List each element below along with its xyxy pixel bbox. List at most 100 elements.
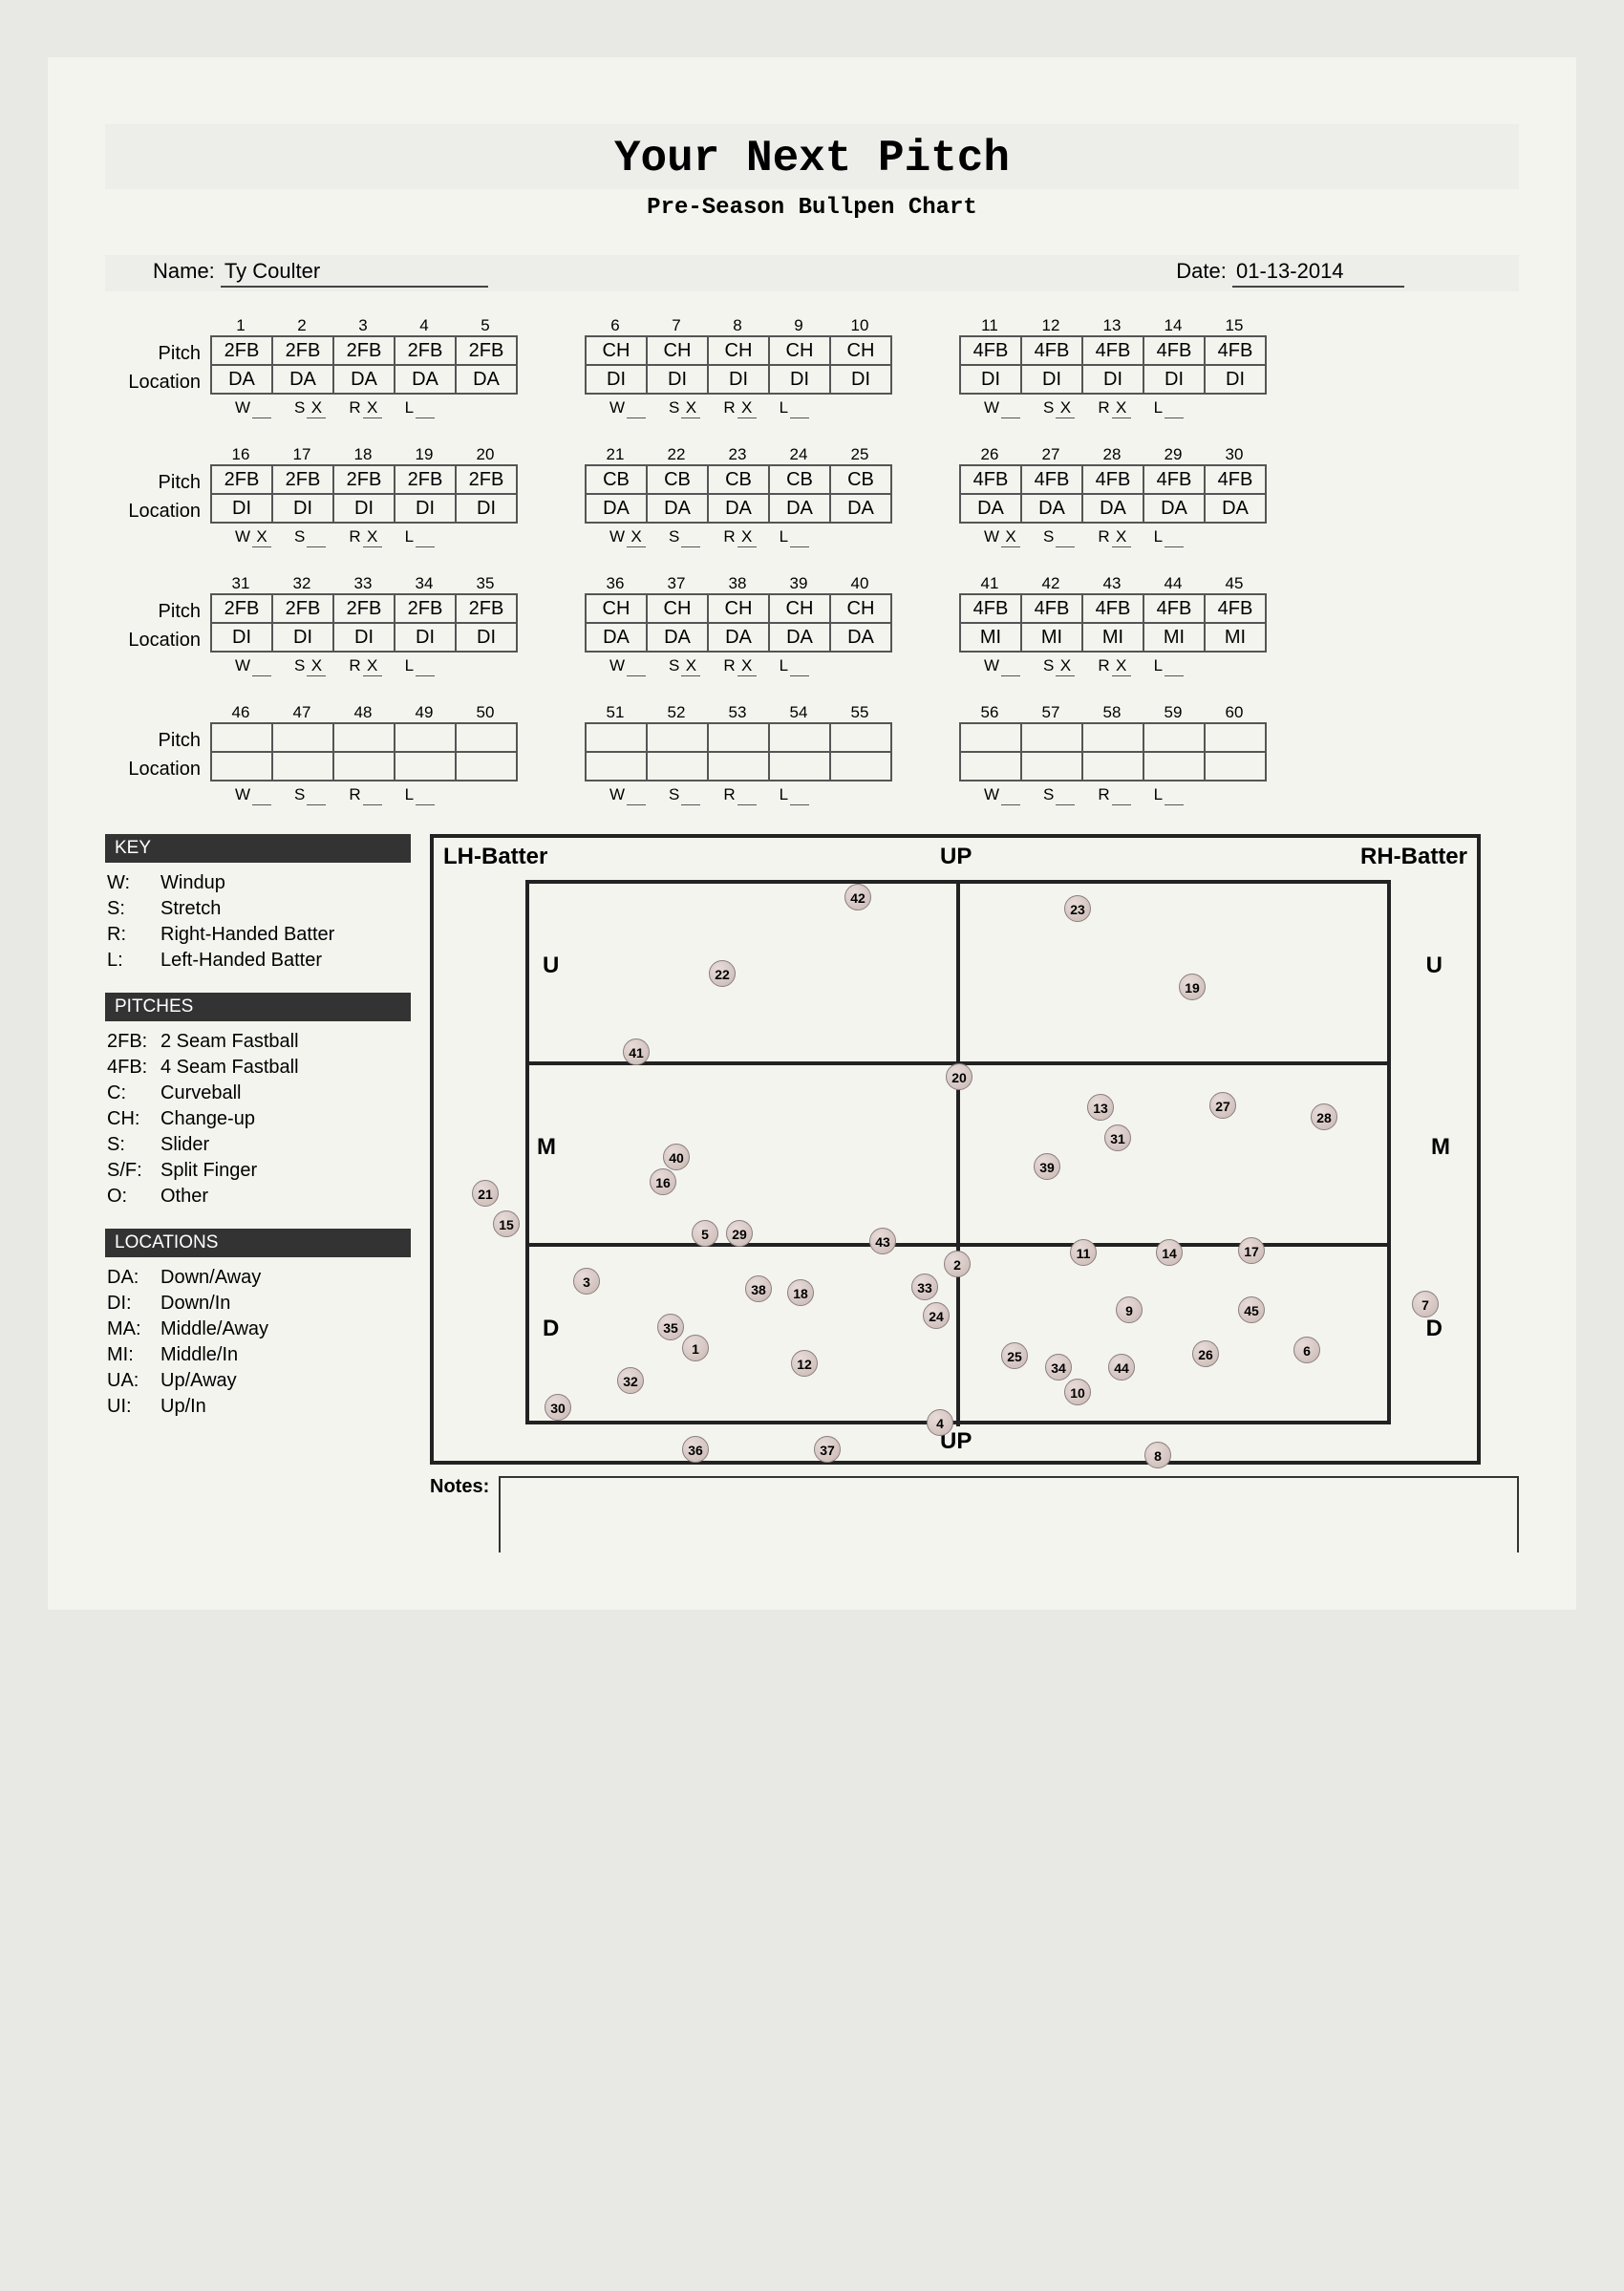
location-cell[interactable]: DA bbox=[960, 494, 1021, 523]
pitch-cell[interactable]: 4FB bbox=[1143, 465, 1205, 494]
location-cell[interactable] bbox=[586, 752, 647, 781]
pitch-cell[interactable] bbox=[830, 723, 891, 752]
pitch-cell[interactable] bbox=[586, 723, 647, 752]
location-cell[interactable]: DI bbox=[960, 365, 1021, 394]
pitch-cell[interactable]: CH bbox=[830, 336, 891, 365]
location-cell[interactable]: DI bbox=[769, 365, 830, 394]
location-cell[interactable]: DI bbox=[272, 494, 333, 523]
w-value[interactable]: X bbox=[1001, 527, 1020, 547]
s-value[interactable] bbox=[1056, 785, 1075, 805]
location-cell[interactable]: DI bbox=[211, 494, 272, 523]
location-cell[interactable] bbox=[960, 752, 1021, 781]
location-cell[interactable]: DI bbox=[395, 494, 456, 523]
location-cell[interactable] bbox=[456, 752, 517, 781]
pitch-cell[interactable]: CB bbox=[647, 465, 708, 494]
s-value[interactable] bbox=[681, 527, 700, 547]
location-cell[interactable]: DA bbox=[395, 365, 456, 394]
l-value[interactable] bbox=[416, 398, 435, 418]
pitch-cell[interactable]: 2FB bbox=[456, 465, 517, 494]
w-value[interactable] bbox=[1001, 398, 1020, 418]
location-cell[interactable] bbox=[333, 752, 395, 781]
pitch-cell[interactable]: 2FB bbox=[272, 465, 333, 494]
pitch-cell[interactable] bbox=[272, 723, 333, 752]
r-value[interactable]: X bbox=[1112, 527, 1131, 547]
pitch-cell[interactable]: 4FB bbox=[1082, 465, 1143, 494]
location-cell[interactable] bbox=[1143, 752, 1205, 781]
s-value[interactable]: X bbox=[681, 656, 700, 676]
pitch-cell[interactable]: 2FB bbox=[272, 336, 333, 365]
location-cell[interactable]: DA bbox=[769, 623, 830, 652]
location-cell[interactable]: DA bbox=[1082, 494, 1143, 523]
s-value[interactable]: X bbox=[307, 398, 326, 418]
pitch-cell[interactable]: 2FB bbox=[333, 594, 395, 623]
pitch-cell[interactable]: CB bbox=[769, 465, 830, 494]
location-cell[interactable] bbox=[1082, 752, 1143, 781]
location-cell[interactable]: DA bbox=[586, 494, 647, 523]
pitch-cell[interactable]: CB bbox=[586, 465, 647, 494]
pitch-cell[interactable]: CH bbox=[647, 336, 708, 365]
r-value[interactable]: X bbox=[737, 398, 757, 418]
r-value[interactable] bbox=[737, 785, 757, 805]
location-cell[interactable] bbox=[211, 752, 272, 781]
notes-box[interactable] bbox=[499, 1476, 1519, 1552]
location-cell[interactable] bbox=[272, 752, 333, 781]
r-value[interactable]: X bbox=[363, 398, 382, 418]
pitch-cell[interactable]: 4FB bbox=[960, 465, 1021, 494]
pitch-cell[interactable]: CH bbox=[830, 594, 891, 623]
pitch-cell[interactable]: 2FB bbox=[456, 336, 517, 365]
location-cell[interactable]: MI bbox=[1021, 623, 1082, 652]
l-value[interactable] bbox=[790, 656, 809, 676]
location-cell[interactable]: DI bbox=[211, 623, 272, 652]
location-cell[interactable]: DA bbox=[647, 494, 708, 523]
location-cell[interactable]: DA bbox=[1021, 494, 1082, 523]
pitch-cell[interactable]: CH bbox=[708, 594, 769, 623]
l-value[interactable] bbox=[790, 398, 809, 418]
pitch-cell[interactable]: 4FB bbox=[960, 594, 1021, 623]
location-cell[interactable] bbox=[647, 752, 708, 781]
pitch-cell[interactable] bbox=[1205, 723, 1266, 752]
location-cell[interactable]: MI bbox=[1205, 623, 1266, 652]
date-value[interactable]: 01-13-2014 bbox=[1232, 259, 1404, 288]
location-cell[interactable]: DI bbox=[647, 365, 708, 394]
pitch-cell[interactable] bbox=[1082, 723, 1143, 752]
pitch-cell[interactable]: CH bbox=[769, 336, 830, 365]
location-cell[interactable]: DA bbox=[586, 623, 647, 652]
l-value[interactable] bbox=[416, 785, 435, 805]
pitch-cell[interactable]: 2FB bbox=[333, 336, 395, 365]
l-value[interactable] bbox=[790, 527, 809, 547]
s-value[interactable] bbox=[1056, 527, 1075, 547]
location-cell[interactable]: DA bbox=[830, 494, 891, 523]
l-value[interactable] bbox=[1165, 656, 1184, 676]
location-cell[interactable]: MI bbox=[960, 623, 1021, 652]
location-cell[interactable]: MI bbox=[1082, 623, 1143, 652]
location-cell[interactable]: DA bbox=[769, 494, 830, 523]
pitch-cell[interactable]: 4FB bbox=[1143, 594, 1205, 623]
w-value[interactable] bbox=[252, 656, 271, 676]
pitch-cell[interactable]: CH bbox=[586, 594, 647, 623]
r-value[interactable]: X bbox=[1112, 398, 1131, 418]
l-value[interactable] bbox=[416, 656, 435, 676]
name-value[interactable]: Ty Coulter bbox=[221, 259, 488, 288]
location-cell[interactable]: DA bbox=[456, 365, 517, 394]
location-cell[interactable]: DI bbox=[1143, 365, 1205, 394]
location-cell[interactable]: DA bbox=[1205, 494, 1266, 523]
r-value[interactable]: X bbox=[737, 527, 757, 547]
location-cell[interactable] bbox=[830, 752, 891, 781]
l-value[interactable] bbox=[790, 785, 809, 805]
location-cell[interactable] bbox=[769, 752, 830, 781]
pitch-cell[interactable]: 4FB bbox=[1143, 336, 1205, 365]
s-value[interactable] bbox=[307, 785, 326, 805]
location-cell[interactable]: DA bbox=[647, 623, 708, 652]
location-cell[interactable]: DI bbox=[1205, 365, 1266, 394]
pitch-cell[interactable]: 4FB bbox=[1082, 336, 1143, 365]
location-cell[interactable]: DI bbox=[708, 365, 769, 394]
pitch-cell[interactable]: CH bbox=[708, 336, 769, 365]
r-value[interactable]: X bbox=[1112, 656, 1131, 676]
s-value[interactable] bbox=[307, 527, 326, 547]
w-value[interactable] bbox=[627, 656, 646, 676]
pitch-cell[interactable]: 4FB bbox=[1205, 336, 1266, 365]
r-value[interactable] bbox=[363, 785, 382, 805]
r-value[interactable]: X bbox=[363, 527, 382, 547]
w-value[interactable] bbox=[627, 785, 646, 805]
w-value[interactable] bbox=[627, 398, 646, 418]
